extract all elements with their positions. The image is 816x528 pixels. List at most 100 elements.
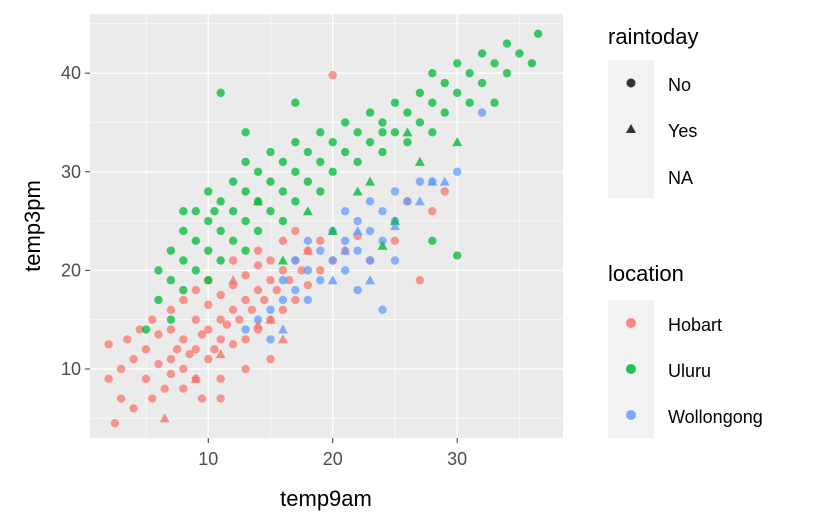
triangle-wollongong (427, 176, 438, 186)
point-hobart (166, 305, 176, 315)
point-hobart (204, 300, 213, 310)
point-uluru (378, 128, 387, 137)
point-wollongong (340, 207, 350, 216)
x-axis: 10 20 30 (198, 438, 467, 469)
point-uluru (278, 157, 288, 167)
triangle-wollongong (352, 225, 363, 235)
point-uluru (403, 137, 412, 147)
point-hobart (316, 266, 325, 275)
legend-title-location: location (608, 261, 684, 286)
point-uluru (204, 216, 213, 226)
point-hobart (104, 340, 113, 349)
point-uluru (490, 59, 499, 68)
point-hobart (284, 276, 294, 285)
point-hobart (197, 394, 207, 403)
point-uluru (533, 29, 543, 38)
point-uluru (502, 68, 512, 78)
point-uluru (378, 118, 387, 127)
triangle-hobart (215, 349, 226, 359)
point-wollongong (303, 236, 313, 245)
point-uluru (428, 236, 437, 245)
point-wollongong (340, 236, 350, 245)
point-hobart (253, 246, 263, 255)
point-uluru (204, 276, 213, 285)
point-hobart (253, 285, 263, 295)
triangle-wollongong (365, 275, 376, 285)
data-points (104, 29, 543, 428)
point-uluru (477, 49, 487, 58)
point-uluru (365, 108, 375, 117)
point-wollongong (353, 285, 362, 295)
point-uluru (316, 157, 325, 167)
triangle-uluru (253, 196, 264, 206)
point-uluru (440, 78, 449, 88)
point-wollongong (365, 197, 375, 206)
point-uluru (241, 216, 250, 226)
point-hobart (154, 330, 163, 339)
point-uluru (204, 187, 213, 196)
point-hobart (179, 295, 188, 305)
point-wollongong (303, 266, 313, 275)
point-hobart (185, 349, 194, 359)
point-wollongong (390, 256, 400, 265)
triangle-uluru (352, 186, 363, 196)
point-uluru (353, 157, 362, 167)
point-wollongong (291, 285, 300, 295)
point-wollongong (378, 207, 387, 216)
point-hobart (278, 305, 288, 315)
point-wollongong (328, 256, 337, 265)
triangle-wollongong (414, 196, 425, 206)
point-uluru (241, 157, 250, 167)
point-wollongong (452, 167, 462, 176)
point-uluru (390, 98, 400, 107)
point-hobart (179, 335, 188, 344)
point-hobart (104, 374, 113, 384)
point-uluru (266, 207, 275, 216)
point-hobart (278, 236, 288, 245)
point-wollongong (303, 295, 313, 305)
point-wollongong (390, 187, 400, 196)
point-uluru (452, 88, 462, 98)
point-wollongong (340, 266, 350, 275)
point-hobart (278, 266, 288, 275)
point-uluru (465, 98, 474, 107)
point-hobart (141, 345, 151, 354)
point-uluru (228, 236, 238, 245)
triangle-wollongong (389, 221, 400, 230)
triangle-uluru (452, 137, 463, 147)
point-uluru (340, 147, 350, 157)
legend-key-uluru (626, 364, 636, 374)
point-hobart (222, 320, 232, 329)
point-hobart (272, 285, 281, 295)
point-wollongong (278, 295, 288, 305)
point-hobart (241, 271, 250, 280)
point-uluru (210, 207, 219, 216)
point-wollongong (266, 305, 275, 315)
point-uluru (515, 49, 524, 58)
point-uluru (179, 226, 188, 236)
x-tick-label: 30 (447, 449, 467, 469)
point-hobart (216, 374, 225, 384)
point-hobart (191, 285, 201, 295)
triangle-wollongong (340, 245, 351, 255)
y-tick-label: 40 (61, 63, 81, 83)
point-uluru (278, 187, 288, 196)
point-uluru (241, 246, 250, 255)
point-uluru (191, 266, 201, 275)
point-uluru (465, 68, 474, 78)
triangle-wollongong (277, 324, 288, 334)
point-wollongong (316, 276, 325, 285)
legend-label-hobart: Hobart (668, 315, 722, 335)
point-hobart (154, 359, 163, 369)
triangle-hobart (265, 314, 276, 324)
point-hobart (197, 330, 207, 339)
triangle-uluru (402, 127, 413, 137)
point-hobart (260, 295, 269, 305)
point-wollongong (365, 256, 375, 265)
point-uluru (490, 98, 499, 107)
point-hobart (204, 325, 213, 334)
point-uluru (452, 251, 462, 260)
point-wollongong (291, 256, 300, 265)
point-uluru (204, 246, 213, 255)
